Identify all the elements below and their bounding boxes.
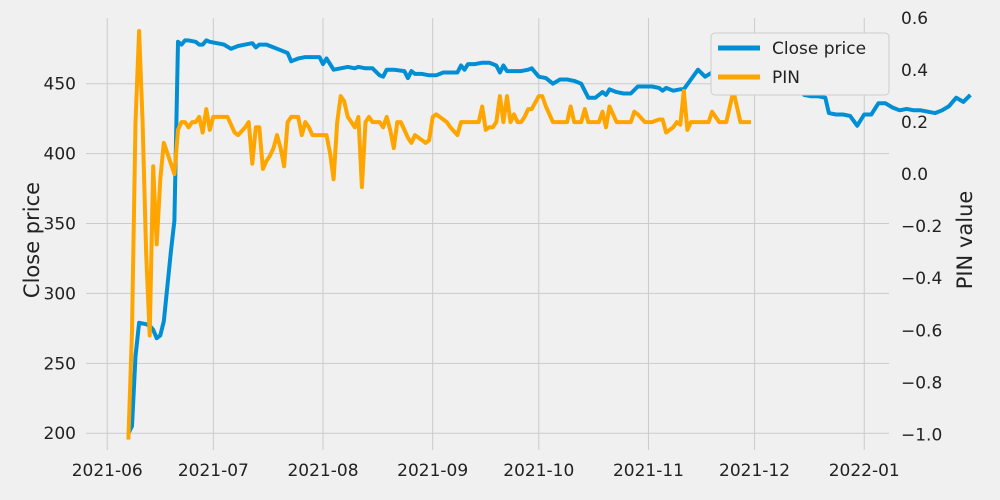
y-tick-label: 200 (44, 424, 76, 444)
y-tick-label: 400 (44, 145, 76, 165)
y2-tick-label: 0.4 (901, 61, 928, 81)
x-tick-label: 2021-09 (397, 461, 468, 481)
x-tick-label: 2021-10 (503, 461, 574, 481)
x-tick-label: 2021-11 (613, 461, 684, 481)
y-tick-label: 250 (44, 354, 76, 374)
legend-label-pin: PIN (772, 68, 800, 88)
legend: Close price PIN (710, 32, 890, 96)
x-tick-label: 2021-12 (719, 461, 790, 481)
x-tick-label: 2021-07 (178, 461, 249, 481)
x-tick-label: 2021-06 (72, 461, 143, 481)
y2-tick-label: −0.2 (901, 217, 942, 237)
legend-label-close-price: Close price (772, 39, 866, 59)
y2-tick-label: −0.8 (901, 373, 942, 393)
y2-axis-label: PIN value (953, 191, 977, 290)
y2-tick-label: 0.6 (901, 9, 928, 29)
y2-tick-label: 0.0 (901, 165, 928, 185)
x-tick-label: 2022-01 (829, 461, 900, 481)
y-tick-label: 450 (44, 75, 76, 95)
series-line-pin (126, 29, 751, 440)
x-axis: 2021-06 2021-07 2021-08 2021-09 2021-10 2021-… (72, 461, 900, 481)
y-tick-label: 300 (44, 284, 76, 304)
y-axis-left: 200 250 300 350 400 450 (44, 75, 76, 445)
y2-tick-label: −1.0 (901, 425, 942, 445)
series-line-close-price (126, 38, 972, 435)
y-axis-label: Close price (20, 182, 44, 298)
y2-tick-label: 0.2 (901, 113, 928, 133)
y-tick-label: 350 (44, 215, 76, 235)
y-axis-right: −1.0 −0.8 −0.6 −0.4 −0.2 0.0 0.2 0.4 0.6 (901, 9, 942, 445)
y2-tick-label: −0.6 (901, 321, 942, 341)
x-tick-label: 2021-08 (287, 461, 358, 481)
y2-tick-label: −0.4 (901, 269, 942, 289)
